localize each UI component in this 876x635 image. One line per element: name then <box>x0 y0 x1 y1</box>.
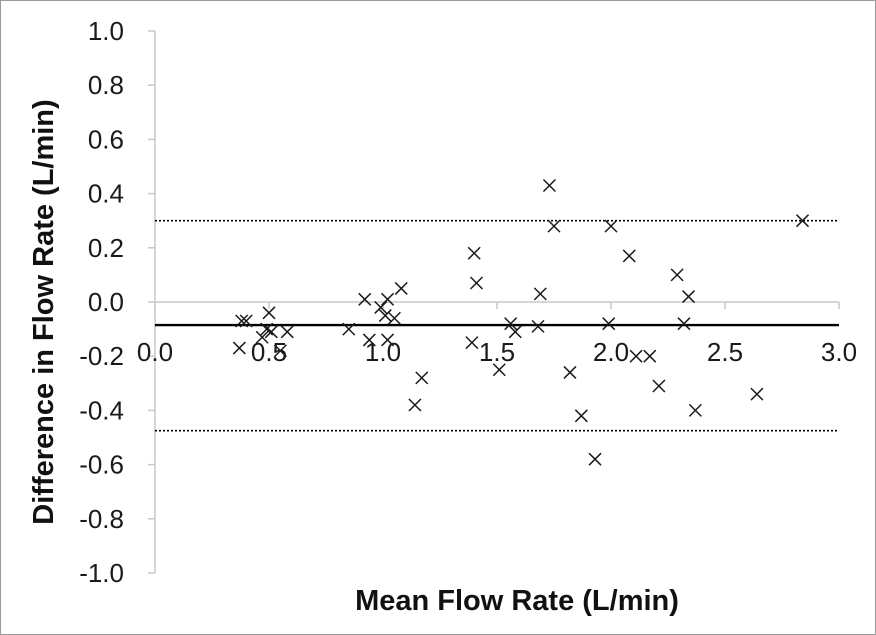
y-tick-marks <box>148 30 155 574</box>
y-tick-labels: 1.0 0.8 0.6 0.4 0.2 0.0 -0.2 -0.4 -0.6 -0.8 -1.0 <box>79 16 124 588</box>
y-tick-label: -0.6 <box>79 450 124 480</box>
data-point <box>381 333 395 347</box>
data-point <box>547 219 561 233</box>
data-point <box>232 341 246 355</box>
data-point <box>750 387 764 401</box>
data-point <box>542 178 556 193</box>
x-axis-title: Mean Flow Rate (L/min) <box>355 585 679 617</box>
y-tick-label: 0.2 <box>88 233 124 263</box>
data-point <box>387 311 401 325</box>
data-point <box>239 314 253 328</box>
data-point <box>469 276 484 290</box>
data-point <box>467 246 481 260</box>
data-point <box>262 306 276 320</box>
data-point <box>602 317 616 331</box>
data-point <box>652 379 666 393</box>
data-point <box>408 398 422 412</box>
data-point <box>264 325 278 339</box>
data-point <box>622 249 636 263</box>
data-point <box>681 290 696 304</box>
data-point <box>588 452 602 466</box>
y-tick-label: -0.4 <box>79 395 124 425</box>
data-point <box>677 317 691 331</box>
data-point <box>255 330 269 344</box>
data-point <box>381 292 395 306</box>
x-tick-marks <box>154 302 840 309</box>
data-point <box>670 268 684 282</box>
reference-lines <box>155 219 839 432</box>
y-tick-label: 0.4 <box>88 179 124 209</box>
data-point <box>643 349 657 363</box>
data-points <box>232 178 810 466</box>
data-point <box>531 319 545 333</box>
x-tick-labels: 0.0 0.5 1.0 1.5 2.0 2.5 3.0 <box>137 337 857 367</box>
x-tick-label: 2.5 <box>707 337 743 367</box>
data-point <box>415 371 429 385</box>
data-point <box>533 287 547 301</box>
data-point <box>604 219 618 233</box>
y-tick-label: -0.8 <box>79 504 124 534</box>
y-axis-title: Difference in Flow Rate (L/min) <box>28 99 60 524</box>
x-tick-label: 2.0 <box>593 337 629 367</box>
y-tick-label: 0.6 <box>88 124 124 154</box>
y-tick-label: -0.2 <box>79 341 124 371</box>
data-point <box>574 409 588 423</box>
data-point <box>492 363 506 377</box>
data-point <box>374 300 388 314</box>
data-point <box>688 403 702 417</box>
data-point <box>795 214 810 228</box>
data-point <box>358 292 372 306</box>
data-point <box>342 322 356 336</box>
y-tick-label: 0.8 <box>88 70 124 100</box>
y-tick-label: -1.0 <box>79 558 124 588</box>
data-point <box>504 317 518 331</box>
x-tick-label: 0.0 <box>137 337 173 367</box>
data-point <box>394 281 408 295</box>
data-point <box>362 333 376 347</box>
data-point <box>465 336 479 350</box>
data-point <box>508 325 522 339</box>
data-point <box>563 365 577 379</box>
axes <box>148 30 840 574</box>
data-point <box>235 314 249 328</box>
x-tick-label: 3.0 <box>821 337 857 367</box>
y-tick-label: 1.0 <box>88 16 124 46</box>
y-tick-label: 0.0 <box>88 287 124 317</box>
data-point <box>273 344 287 358</box>
data-point <box>378 309 392 323</box>
data-point <box>629 349 643 363</box>
x-tick-label: 1.5 <box>479 337 515 367</box>
data-point <box>280 325 294 339</box>
